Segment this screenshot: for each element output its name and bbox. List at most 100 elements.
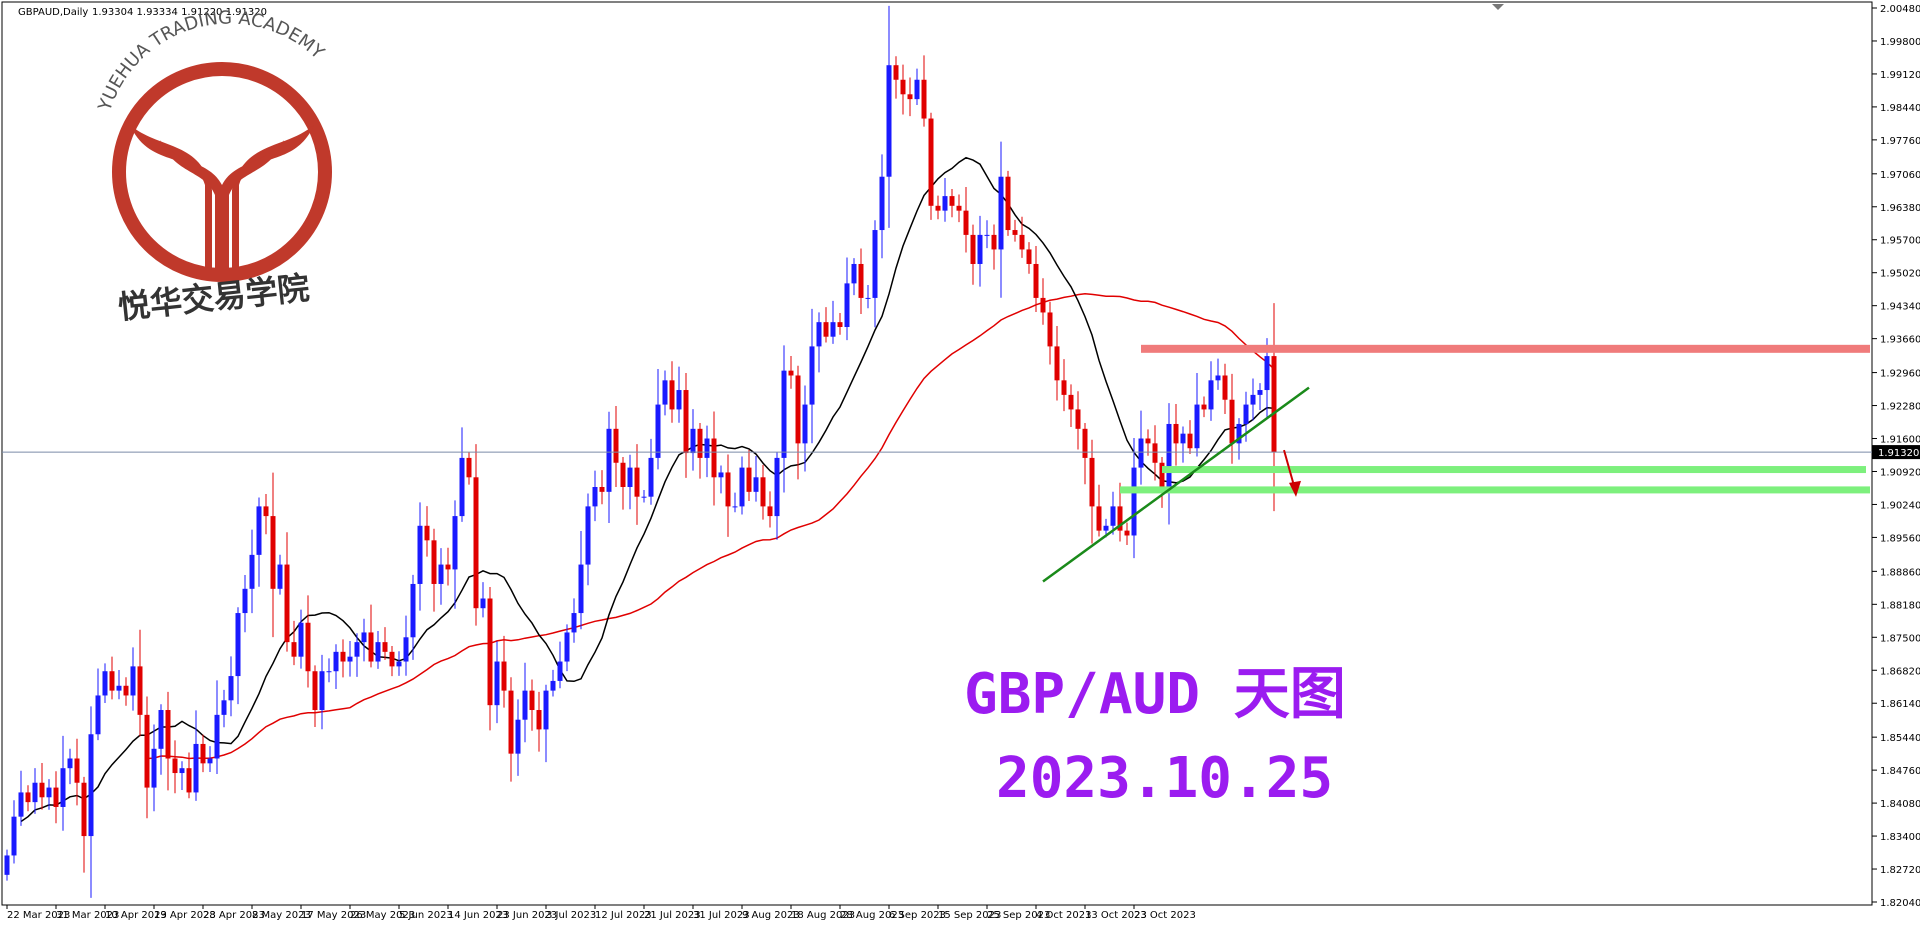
candle-body: [473, 477, 479, 609]
candle-body: [564, 632, 570, 662]
candle-body: [1229, 399, 1235, 444]
candle-body: [914, 79, 920, 100]
candle: [970, 224, 976, 285]
candle-body: [1033, 263, 1039, 298]
y-tick-label: 1.93660: [1880, 335, 1920, 346]
candle: [928, 112, 934, 220]
candle: [1187, 420, 1193, 455]
candle: [95, 668, 101, 741]
x-tick-label: 23 Jun 2023: [497, 910, 557, 921]
candle-body: [921, 79, 927, 119]
candle-body: [74, 758, 80, 783]
y-tick-label: 1.85440: [1880, 733, 1920, 744]
candle-body: [263, 506, 269, 517]
candle-body: [291, 642, 297, 657]
candle-body: [123, 685, 129, 696]
candle-body: [18, 792, 24, 817]
candle-body: [326, 671, 332, 673]
candle-body: [599, 486, 605, 492]
candle-body: [1173, 423, 1179, 444]
candle: [1005, 170, 1011, 236]
y-tick-label: 1.92280: [1880, 402, 1920, 413]
candle: [277, 554, 283, 595]
candle-body: [284, 564, 290, 643]
candle: [718, 465, 724, 494]
candle-body: [1187, 433, 1193, 449]
candle-body: [1131, 467, 1137, 536]
candle-body: [536, 710, 542, 730]
candle: [634, 444, 640, 525]
candle: [851, 258, 857, 296]
candle: [711, 411, 717, 506]
candle-body: [235, 613, 241, 677]
candle-body: [795, 375, 801, 444]
candle: [382, 627, 388, 660]
candle-body: [1047, 312, 1053, 347]
candle: [347, 640, 353, 677]
candle-body: [886, 65, 892, 177]
candle: [396, 651, 402, 676]
candle-body: [109, 671, 115, 691]
candle-body: [193, 743, 199, 793]
candle-body: [725, 472, 731, 507]
candle: [102, 663, 108, 703]
candle-body: [690, 428, 696, 454]
candle: [291, 620, 297, 666]
candle: [802, 385, 808, 472]
candle: [4, 849, 10, 881]
candle-body: [508, 690, 514, 754]
candle-body: [963, 210, 969, 235]
candle: [1131, 437, 1137, 559]
candle-body: [158, 710, 164, 749]
candle-body: [627, 467, 633, 487]
candle: [872, 220, 878, 328]
x-tick-label: 28 Aug 2023: [840, 910, 904, 921]
candle: [739, 456, 745, 515]
candle-body: [893, 65, 899, 80]
candle-body: [1271, 356, 1277, 453]
candle: [753, 456, 759, 502]
candle-body: [431, 540, 437, 584]
candle: [956, 194, 962, 223]
candle-body: [102, 671, 108, 696]
candle: [179, 761, 185, 791]
candle: [620, 456, 626, 510]
candle-body: [1096, 506, 1102, 531]
candle: [1068, 384, 1074, 427]
candle-body: [438, 564, 444, 584]
candle: [228, 656, 234, 717]
scroll-marker-icon[interactable]: [1492, 4, 1504, 10]
candle-body: [228, 676, 234, 701]
candle-body: [200, 743, 206, 764]
candle: [879, 154, 885, 259]
candle-body: [67, 758, 73, 769]
ma-slow-line: [146, 292, 1275, 760]
overlay-date: 2023.10.25: [996, 746, 1333, 811]
candle: [795, 365, 801, 480]
candle: [249, 529, 255, 614]
x-tick-label: 19 Apr 2023: [154, 910, 216, 921]
candle: [438, 548, 444, 605]
candle: [977, 215, 983, 287]
candle: [984, 220, 990, 249]
candle: [781, 345, 787, 493]
candle-body: [998, 176, 1004, 250]
candle: [536, 691, 542, 752]
candle-body: [718, 472, 724, 478]
candle-body: [466, 457, 472, 478]
y-tick-label: 1.99800: [1880, 37, 1920, 48]
candle: [116, 670, 122, 700]
candle: [207, 746, 213, 772]
candle-body: [95, 695, 101, 735]
candle: [200, 734, 206, 773]
y-tick-label: 1.86140: [1880, 699, 1920, 710]
ohlc-label: 1.93304 1.93334 1.91220 1.91320: [92, 7, 267, 18]
overlay-title: GBP/AUD 天图: [964, 662, 1346, 727]
candle: [508, 677, 514, 782]
candle-body: [4, 855, 10, 875]
candle: [1166, 403, 1172, 525]
candle-body: [144, 714, 150, 788]
candle-body: [1068, 394, 1074, 410]
candle: [837, 313, 843, 335]
candle-body: [396, 661, 402, 667]
